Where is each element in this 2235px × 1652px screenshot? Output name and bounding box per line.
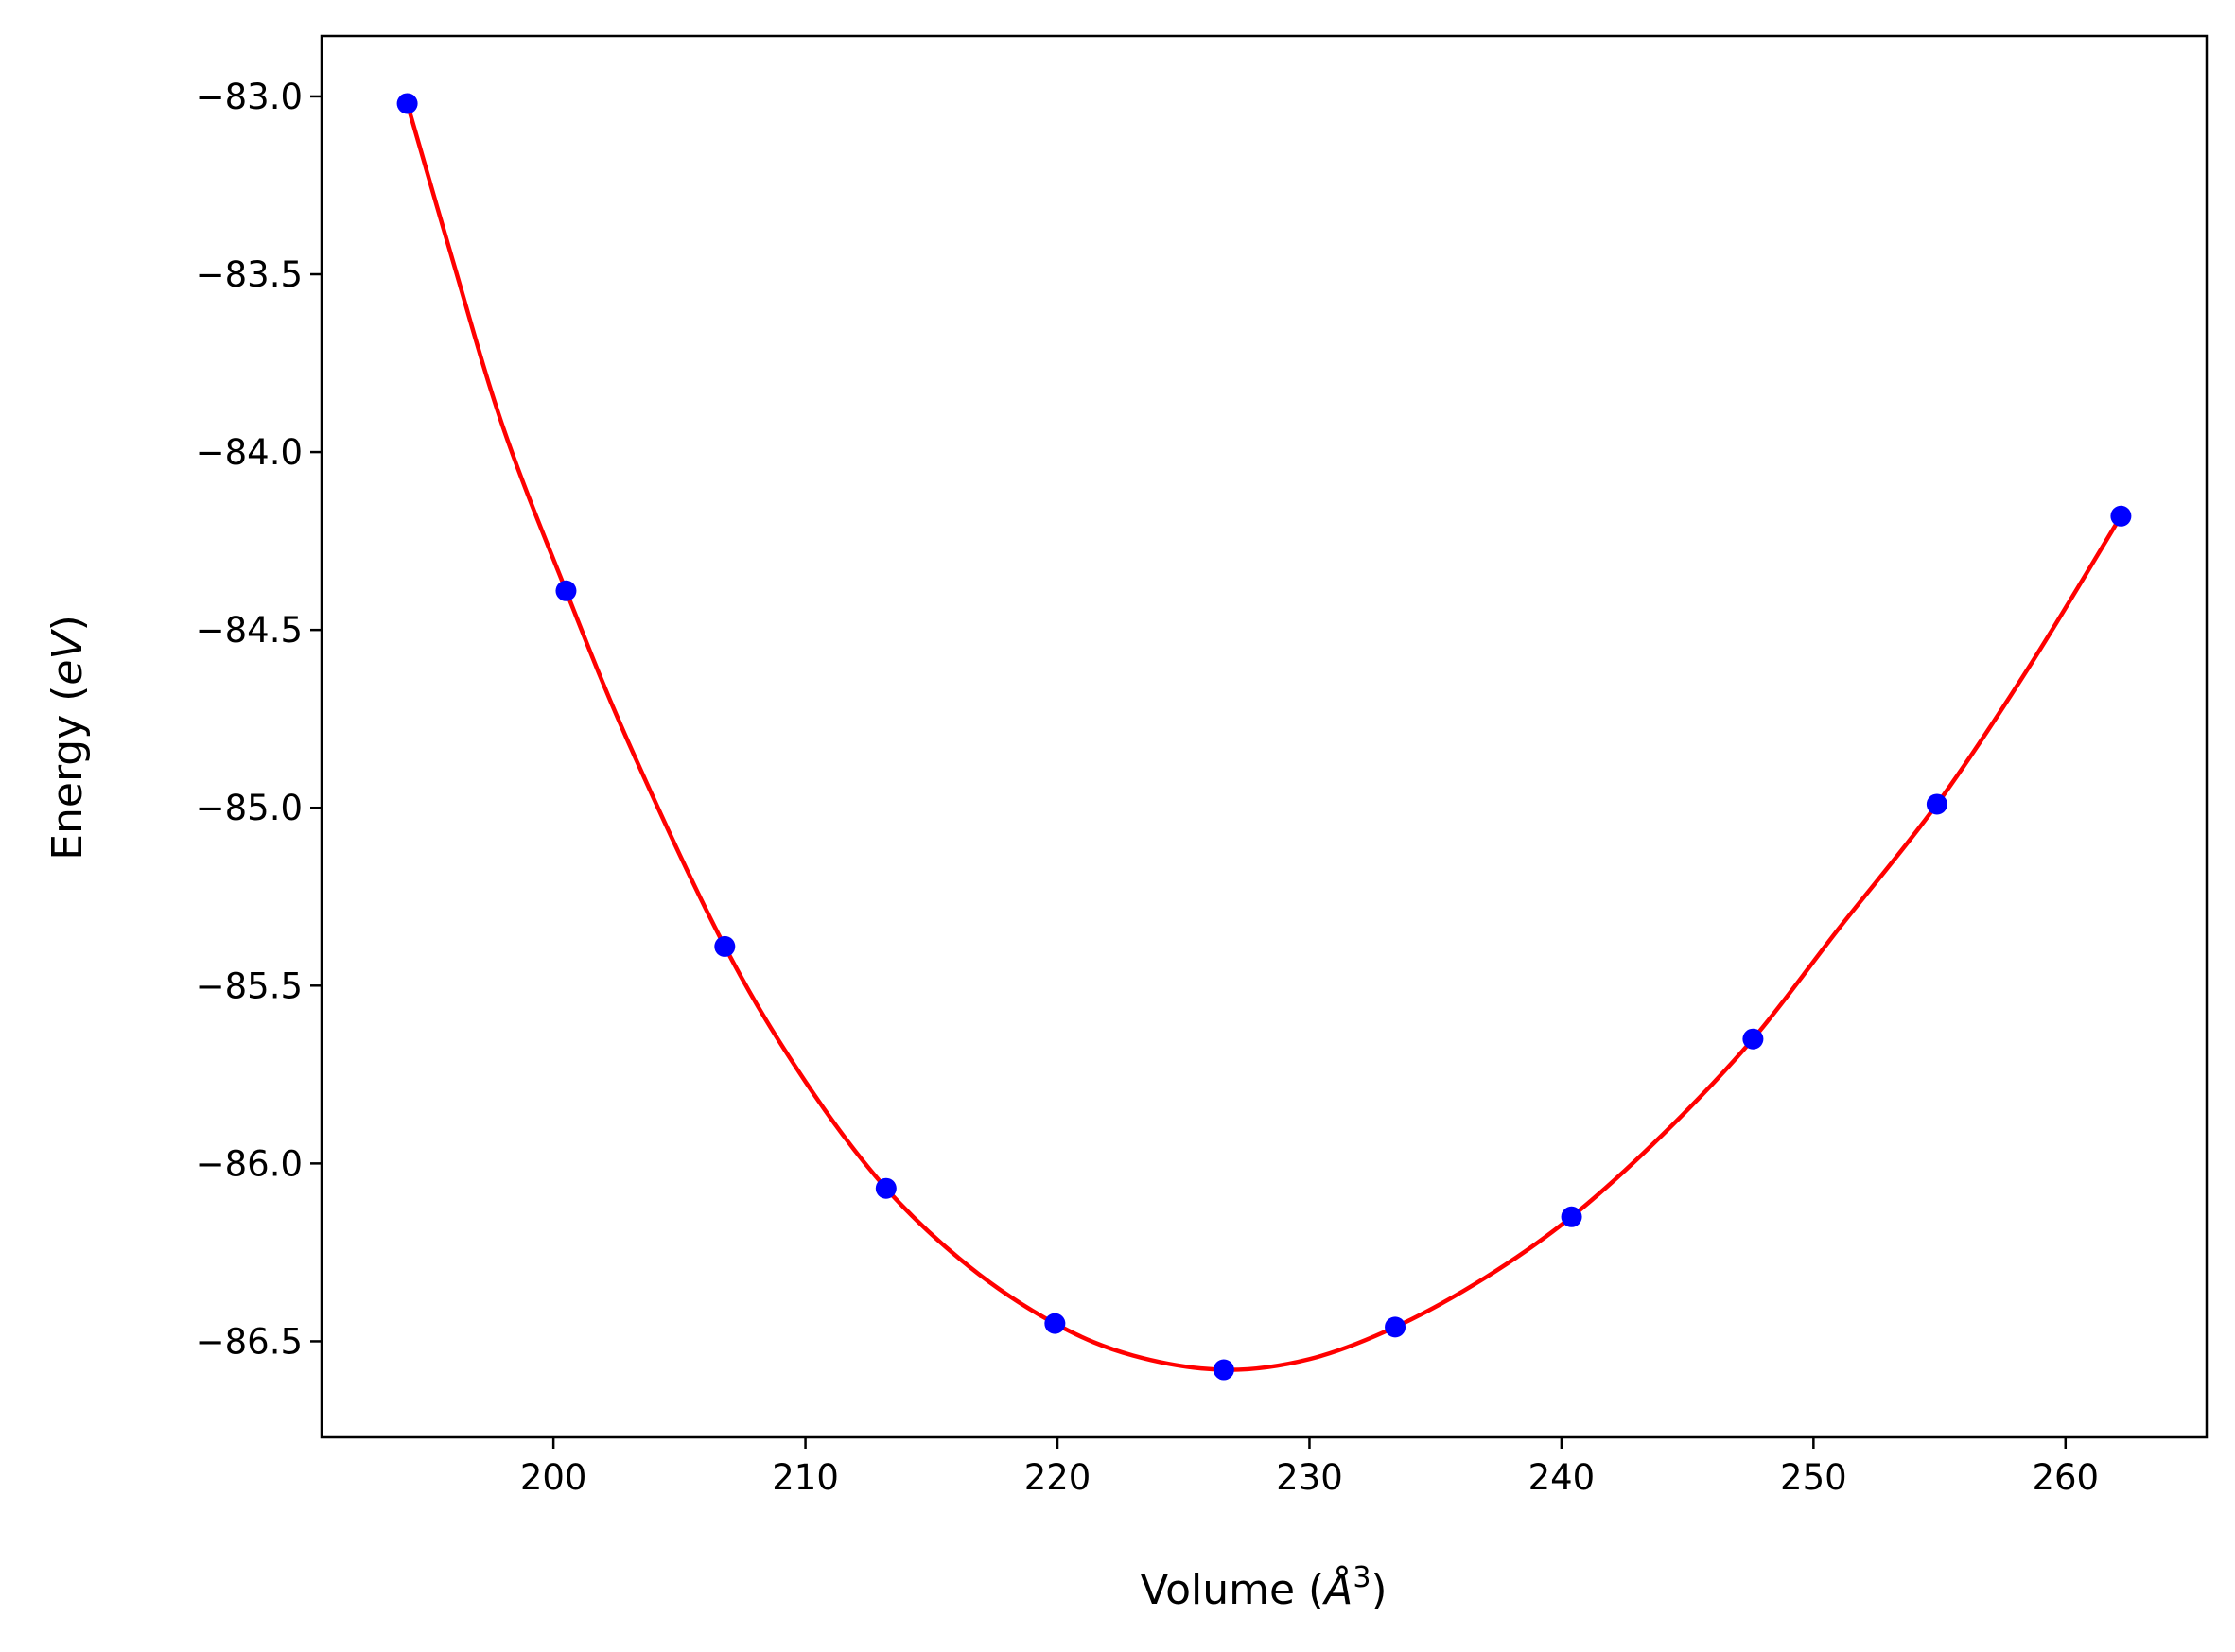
data-points [396,93,2132,1381]
y-tick-label: −84.0 [196,432,303,473]
x-axis-label-symbol: Å [1321,1564,1353,1614]
data-point [1044,1313,1066,1334]
x-axis-label-close: ) [1371,1566,1387,1614]
y-tick-label: −85.0 [196,788,303,828]
data-point [714,935,736,957]
x-axis-label: Volume (Å3) [1140,1561,1387,1614]
plot-frame [320,34,2209,1439]
x-axis-label-exponent: 3 [1353,1561,1371,1594]
y-tick-label: −85.5 [196,965,303,1006]
data-point [1742,1028,1764,1050]
x-tick-label: 220 [1024,1457,1091,1498]
x-tick-label: 240 [1528,1457,1596,1498]
x-tick-label: 200 [520,1457,587,1498]
x-tick-label: 250 [1780,1457,1847,1498]
x-tick-label: 230 [1276,1457,1343,1498]
data-point [1213,1359,1234,1381]
x-tick-label: 210 [772,1457,839,1498]
y-axis-label-unit: eV [44,629,92,686]
data-point [1926,793,1947,815]
y-tick-label: −84.5 [196,610,303,651]
fit-curve [405,102,2123,1372]
data-point [396,93,418,114]
y-axis-label-close: ) [44,615,92,631]
data-point [555,580,577,601]
x-tick-label: 260 [2032,1457,2099,1498]
y-tick-label: −83.0 [196,77,303,117]
y-axis-label: Energy (eV) [44,615,92,861]
data-point [1385,1316,1406,1338]
y-axis-ticks: −83.0 −83.5 −84.0 −84.5 −85.0 −85.5 −86.0 −86.5 [196,77,322,1362]
y-tick-label: −86.5 [196,1321,303,1362]
data-point [1561,1206,1582,1227]
y-tick-label: −86.0 [196,1143,303,1184]
data-point [875,1177,897,1199]
y-tick-label: −83.5 [196,254,303,295]
data-point [2110,505,2132,527]
x-axis-ticks: 200 210 220 230 240 250 260 [520,1437,2099,1498]
